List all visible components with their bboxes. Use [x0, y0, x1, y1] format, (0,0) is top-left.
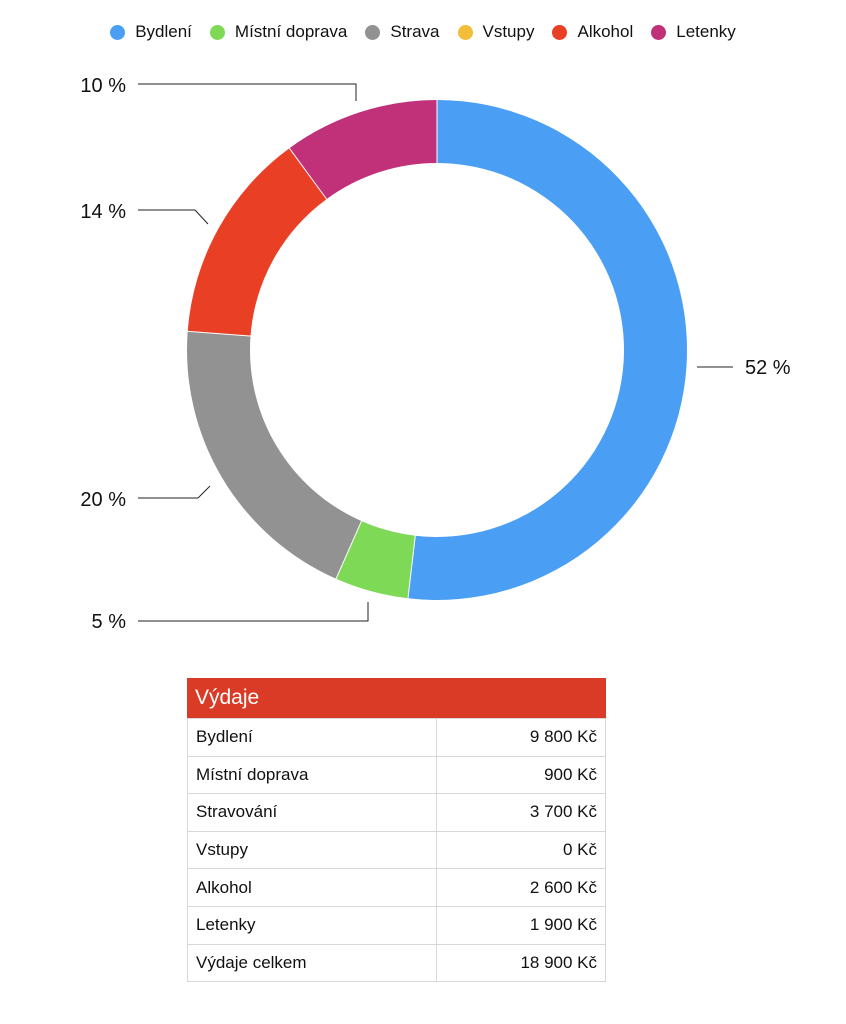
legend-label: Bydlení — [135, 22, 192, 41]
donut-chart: 52 % 5 % 20 % 14 % 10 % — [80, 75, 791, 633]
legend-swatch — [209, 24, 225, 40]
percent-label: 20 % — [80, 489, 126, 511]
leader-line — [138, 209, 209, 225]
legend-label: Alkohol — [577, 22, 634, 41]
row-value: 9 800 Kč — [436, 718, 606, 757]
legend-label: Vstupy — [482, 22, 535, 41]
percent-label: 10 % — [80, 75, 126, 97]
row-label: Stravování — [187, 793, 437, 832]
slice-1 — [336, 521, 416, 599]
slice-separator — [407, 534, 416, 600]
slice-0 — [407, 100, 688, 600]
table-row: Místní doprava 900 Kč — [187, 755, 606, 795]
legend-label: Místní doprava — [234, 22, 348, 41]
legend-item-vstupy: Vstupy — [457, 22, 535, 42]
table-row: Stravování 3 700 Kč — [187, 793, 606, 832]
table-row: Vstupy 0 Kč — [187, 830, 606, 870]
row-label: Alkohol — [187, 868, 437, 907]
table-body: Bydlení 9 800 Kč Místní doprava 900 Kč Strav… — [187, 718, 606, 983]
row-label: Místní doprava — [187, 755, 437, 795]
legend-label: Strava — [390, 22, 440, 41]
row-value: 3 700 Kč — [436, 793, 606, 832]
percent-label: 14 % — [80, 201, 126, 223]
percent-label: 5 % — [92, 611, 127, 633]
row-label: Výdaje celkem — [187, 943, 437, 983]
chart-legend: Bydlení Místní doprava Strava Vstupy Alk… — [0, 22, 846, 42]
legend-swatch — [457, 24, 473, 40]
row-value: 1 900 Kč — [436, 905, 606, 945]
legend-swatch — [552, 24, 568, 40]
legend-swatch — [651, 24, 667, 40]
expenses-table: Výdaje Bydlení 9 800 Kč Místní doprava 900 … — [187, 678, 606, 983]
table-row: Alkohol 2 600 Kč — [187, 868, 606, 907]
row-value: 0 Kč — [436, 830, 606, 870]
row-value: 18 900 Kč — [436, 943, 606, 983]
row-label: Letenky — [187, 905, 437, 945]
table-title: Výdaje — [187, 678, 606, 718]
legend-swatch — [365, 24, 381, 40]
leader-line — [138, 485, 211, 499]
slice-separator — [335, 519, 363, 580]
slice-4 — [187, 148, 327, 337]
legend-swatch — [110, 24, 126, 40]
table-row: Letenky 1 900 Kč — [187, 905, 606, 945]
legend-item-letenky: Letenky — [651, 22, 736, 42]
legend-item-alkohol: Alkohol — [552, 22, 633, 42]
slice-separator — [288, 147, 328, 201]
legend-item-strava: Strava — [365, 22, 440, 42]
legend-label: Letenky — [676, 22, 736, 41]
table-row: Výdaje celkem 18 900 Kč — [187, 943, 606, 983]
table-row: Bydlení 9 800 Kč — [187, 718, 606, 757]
slice-5 — [289, 100, 437, 200]
slice-separator — [186, 330, 252, 337]
row-label: Vstupy — [187, 830, 437, 870]
row-value: 900 Kč — [436, 755, 606, 795]
leader-line — [138, 602, 369, 622]
row-value: 2 600 Kč — [436, 868, 606, 907]
percent-label: 52 % — [745, 357, 791, 379]
slice-2 — [187, 331, 362, 579]
legend-item-bydleni: Bydlení — [110, 22, 192, 42]
legend-item-mistni-doprava: Místní doprava — [209, 22, 348, 42]
row-label: Bydlení — [187, 718, 437, 757]
leader-line — [138, 83, 357, 101]
